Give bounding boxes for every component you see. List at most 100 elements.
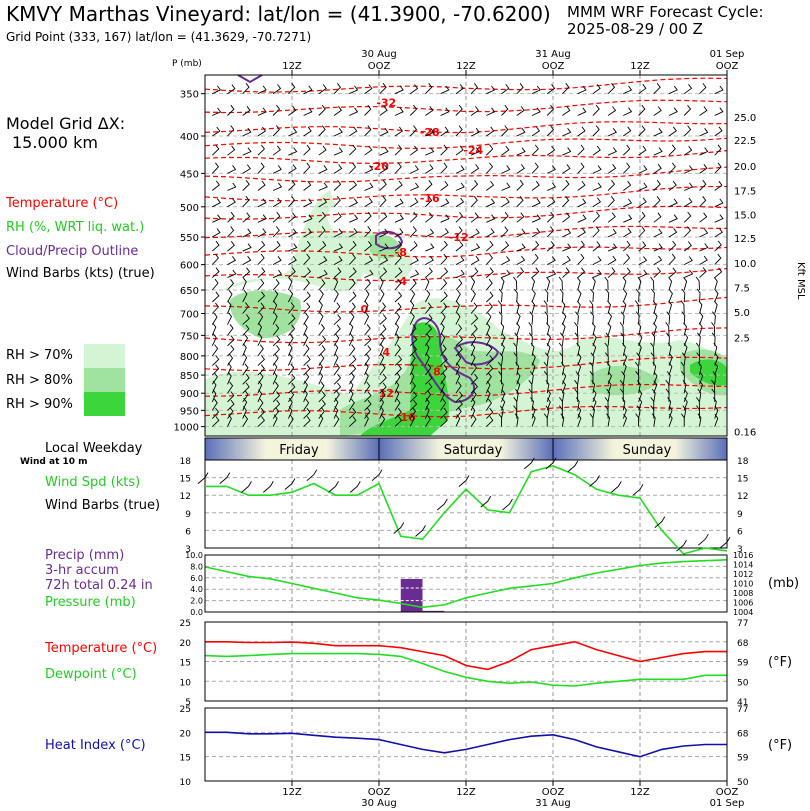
wind-barb — [684, 165, 694, 174]
wind-barb — [714, 362, 719, 376]
wind-barb — [513, 342, 518, 356]
wind-barb — [623, 267, 631, 278]
temperature-contour — [204, 166, 728, 183]
temperature-contour-label: -24 — [463, 144, 483, 157]
wind-barb — [668, 253, 676, 265]
wind-barb — [562, 196, 570, 208]
wind-barb — [470, 212, 479, 223]
wind-barb — [333, 255, 343, 265]
temperature-contour-label: -8 — [395, 246, 407, 259]
wind-barb — [257, 407, 265, 419]
wind-barb — [455, 165, 465, 174]
precip-tick-label: 10.0 — [185, 551, 203, 560]
wind-barb — [348, 240, 357, 252]
wind-barb — [333, 314, 342, 325]
wind-barb — [257, 107, 267, 116]
wind-barb — [604, 397, 609, 411]
wind-barb — [455, 125, 463, 137]
pressure-tick-right: 1012 — [733, 570, 753, 579]
wind-barb — [409, 391, 418, 403]
wind-barb — [318, 324, 325, 336]
wind-barb — [364, 381, 371, 394]
wind-barb — [714, 198, 724, 208]
wind-barb — [242, 255, 252, 265]
wind-barb — [303, 180, 312, 191]
wind-barb — [543, 300, 548, 314]
wind-barb — [486, 126, 495, 137]
wind-barb — [543, 413, 548, 427]
wind-barb — [303, 355, 311, 366]
wind-barb — [607, 212, 616, 223]
temperature-contour-label: 8 — [433, 365, 441, 378]
wind-speed-tick-right: 9 — [737, 510, 743, 520]
wind-barb — [485, 162, 494, 174]
wind-barb — [212, 228, 221, 238]
wind-barb — [409, 414, 415, 427]
cloud-outline — [411, 317, 475, 404]
wind-barb — [516, 243, 526, 252]
wind-barb — [577, 126, 586, 137]
wind-barb — [349, 107, 359, 116]
wind-barb — [604, 342, 609, 356]
wind-barb — [272, 414, 278, 427]
pressure-tick-label: 650 — [180, 286, 199, 297]
wind-barb — [211, 333, 217, 346]
wind-barb — [440, 240, 448, 252]
wind-barb — [650, 397, 655, 411]
precip-tick-label: 4.0 — [190, 585, 203, 594]
wind-barb — [348, 416, 357, 427]
wind-barb — [227, 289, 233, 303]
temperature-contour — [204, 205, 728, 220]
wind-barb — [288, 289, 294, 303]
wind-barb — [501, 125, 509, 137]
wind-barb — [560, 332, 564, 346]
wind-barb — [394, 322, 400, 336]
wind-barb — [577, 85, 587, 95]
wind-barb — [653, 228, 663, 238]
wind-barb — [666, 311, 671, 325]
wind-barb — [440, 416, 448, 427]
wind-barb — [364, 414, 369, 427]
wind-barb — [546, 322, 550, 336]
temperature-contour — [204, 296, 728, 313]
wind-barb — [409, 381, 416, 394]
wind-barb — [303, 253, 311, 265]
bottom-time-label: OOZ — [542, 787, 565, 798]
wind-barb — [227, 371, 232, 385]
wind-barb — [498, 371, 503, 385]
wind-barb — [486, 214, 496, 223]
wind-barb — [714, 240, 722, 252]
wind-barb — [681, 371, 685, 385]
wind-barb — [455, 391, 463, 403]
wind-barb — [546, 197, 556, 208]
wind-barb — [699, 128, 709, 137]
wind-barb — [623, 85, 633, 95]
wind-barb — [513, 288, 518, 303]
wind-barb — [638, 397, 643, 411]
surface-wind-barb — [393, 522, 405, 534]
cloud-outline — [237, 74, 263, 84]
wind-barb — [638, 256, 648, 265]
wind-barb — [576, 277, 581, 291]
wind-barb — [379, 333, 386, 347]
wind-barb — [680, 300, 685, 314]
wind-barb — [683, 104, 692, 116]
wind-barb — [455, 399, 463, 411]
wind-barb — [577, 240, 585, 252]
wind-barb — [242, 267, 251, 278]
precip-total-label: 72h total 0.24 in — [45, 578, 153, 593]
wind-barb — [699, 164, 708, 174]
temperature-contour-label: -12 — [449, 231, 469, 244]
wind-barb — [287, 406, 293, 419]
wind-barb — [272, 165, 282, 174]
wind-barb — [516, 255, 526, 265]
wind-barb — [699, 179, 707, 191]
wind-barb — [425, 289, 431, 303]
wind-barb — [364, 197, 373, 208]
wind-barb — [379, 302, 387, 314]
wind-barb — [212, 214, 222, 223]
wind-barb — [379, 164, 388, 174]
wind-barb — [303, 344, 310, 357]
wind-barb — [516, 267, 525, 278]
wind-barb — [318, 353, 325, 366]
